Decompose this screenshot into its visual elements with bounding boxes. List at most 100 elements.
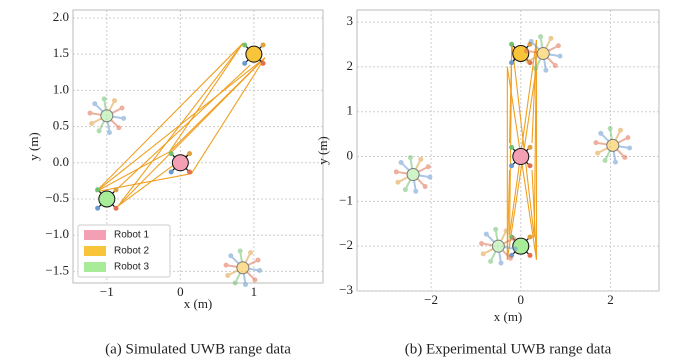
tag: [228, 253, 234, 259]
tag: [479, 241, 485, 247]
tag: [260, 42, 266, 48]
tag: [96, 128, 102, 134]
tag: [593, 140, 599, 146]
robot: [509, 144, 533, 169]
tag: [488, 258, 494, 264]
y-tick-label: 3: [347, 13, 354, 28]
x-tick-label: −1: [100, 284, 114, 299]
y-tick-label: 1.0: [53, 81, 69, 96]
tag: [252, 277, 258, 283]
tag: [255, 257, 261, 263]
tag: [527, 252, 533, 258]
y-tick-label: −1.5: [45, 262, 69, 277]
tag: [483, 231, 489, 237]
x-tick-label: 0: [177, 284, 184, 299]
robot-body: [512, 237, 530, 255]
robot: [87, 96, 127, 136]
range-link: [168, 57, 266, 153]
robot-body: [536, 46, 550, 60]
tag: [528, 38, 534, 44]
range-link: [531, 169, 538, 260]
robot-body: [100, 109, 114, 123]
tag: [509, 144, 515, 150]
robot-body: [236, 261, 250, 275]
y-tick-label: 1.5: [53, 45, 69, 60]
y-tick-label: −1: [339, 192, 353, 207]
tag: [113, 187, 119, 193]
tag: [243, 282, 249, 288]
tag: [512, 246, 518, 252]
tag: [498, 260, 504, 266]
tag: [527, 144, 533, 150]
legend-label: Robot 1: [114, 230, 149, 241]
tag: [95, 205, 101, 211]
caption: (a) Simulated UWB range data: [105, 341, 291, 357]
tag: [106, 130, 112, 136]
tag: [538, 34, 544, 40]
tag: [237, 248, 243, 254]
robot: [223, 248, 263, 288]
y-axis-label: y (m): [26, 132, 41, 161]
robot: [95, 187, 119, 211]
range-link: [168, 43, 244, 153]
robot: [479, 226, 518, 266]
x-tick-label: 1: [251, 284, 258, 299]
legend-label: Robot 2: [114, 246, 149, 257]
tag: [168, 169, 174, 175]
robot-body: [606, 138, 620, 152]
tag: [398, 159, 404, 165]
tag: [509, 60, 515, 66]
tag: [393, 169, 399, 175]
tag: [627, 145, 633, 151]
tag: [257, 267, 263, 273]
tag: [425, 164, 431, 170]
range-link: [95, 173, 192, 193]
tag: [395, 179, 401, 185]
robot-body: [171, 154, 189, 172]
robot: [242, 42, 266, 66]
y-tick-label: 2: [347, 58, 354, 73]
tag: [248, 250, 254, 256]
tag: [121, 115, 127, 121]
legend-swatch: [84, 246, 106, 256]
tag: [598, 130, 604, 136]
robot-body: [406, 167, 420, 181]
tag: [101, 96, 107, 102]
robot-body: [491, 239, 505, 253]
x-axis-label: x (m): [184, 296, 213, 311]
tag: [413, 188, 419, 194]
tag: [112, 98, 118, 104]
tag: [555, 43, 561, 49]
tag: [510, 235, 516, 241]
legend-swatch: [84, 230, 106, 240]
tag: [527, 234, 533, 240]
tag: [552, 62, 558, 68]
tag: [242, 60, 248, 66]
y-tick-label: −1.0: [45, 226, 69, 241]
robot: [593, 126, 633, 165]
tag: [427, 174, 433, 180]
tag: [119, 105, 125, 111]
y-axis-label: y (m): [315, 136, 330, 165]
tag: [595, 150, 601, 156]
legend-swatch: [84, 262, 106, 272]
tag: [116, 125, 122, 131]
tag: [602, 157, 608, 163]
y-tick-label: 1: [347, 103, 354, 118]
tag: [87, 110, 93, 116]
y-tick-label: 2.0: [53, 9, 69, 24]
x-tick-label: −2: [424, 292, 438, 307]
tag: [232, 280, 238, 286]
y-tick-label: 0.5: [53, 118, 69, 133]
tag: [617, 127, 623, 133]
range-link: [509, 42, 513, 144]
tag: [543, 67, 549, 73]
tag: [407, 155, 413, 161]
tag: [92, 101, 98, 107]
robot-body: [512, 44, 530, 62]
tag: [418, 156, 424, 162]
tag: [402, 187, 408, 193]
tag: [168, 151, 174, 157]
tag: [260, 60, 266, 66]
tag: [527, 163, 533, 169]
